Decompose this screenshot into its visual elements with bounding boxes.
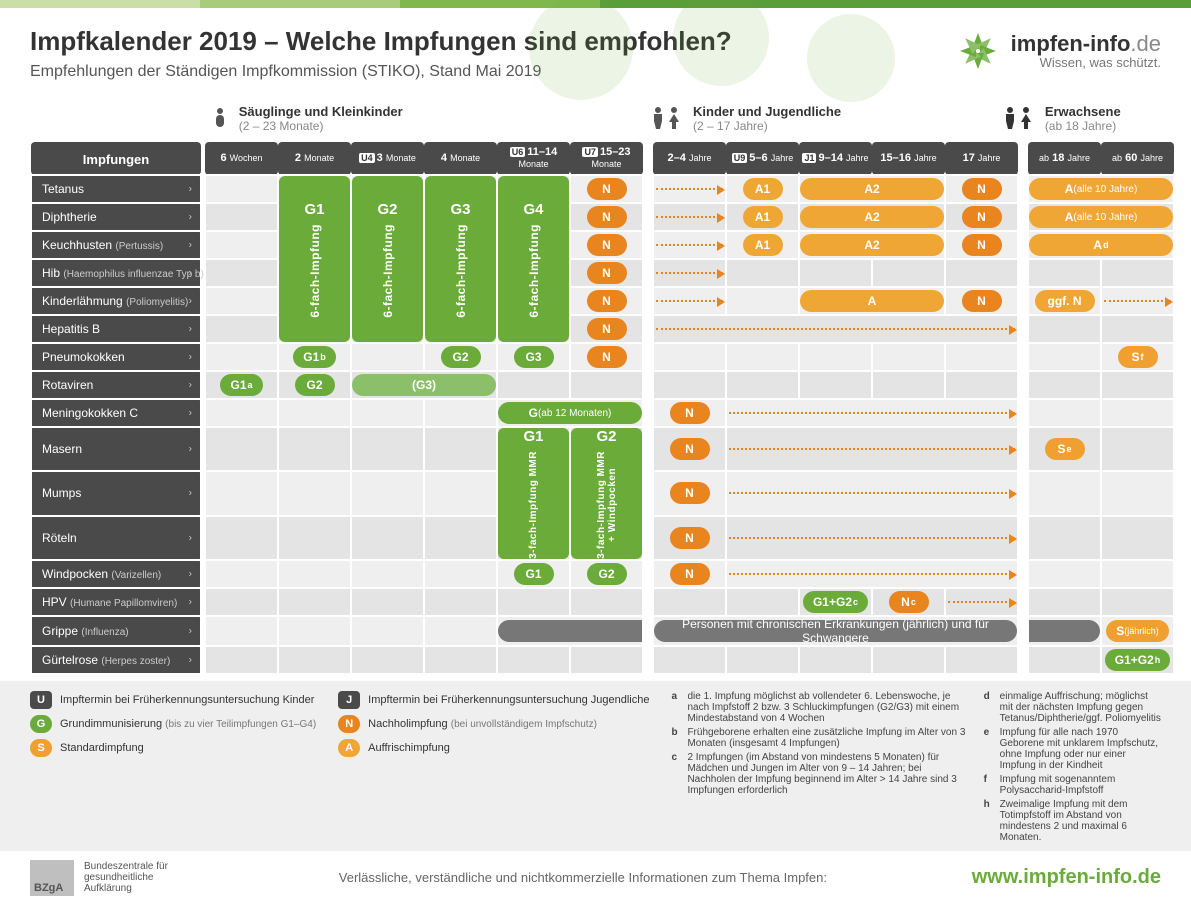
cell-sixfold-g3: G36-fach-Impfung xyxy=(424,175,497,343)
col-5-6j: U95–6 Jahre xyxy=(726,142,799,175)
col-impfungen-head: Impfungen xyxy=(31,142,201,175)
legend-tag-u: U xyxy=(30,691,52,709)
cell: A (alle 10 Jahre) xyxy=(1028,175,1174,203)
row-guertelrose[interactable]: Gürtelrose (Herpes zoster)› xyxy=(31,646,201,674)
cell-sixfold-g2: G26-fach-Impfung xyxy=(351,175,424,343)
footnotes: adie 1. Impfung möglichst ab vollendeter… xyxy=(671,691,1161,843)
age-group-1-sub: (2 – 23 Monate) xyxy=(239,119,403,133)
legend-tag-a: A xyxy=(338,739,360,757)
child-icon xyxy=(651,107,681,129)
cell-mmr-g1: G13-fach-Impfung MMR xyxy=(497,427,570,560)
row-meningo[interactable]: Meningokokken C› xyxy=(31,399,201,427)
row-hpv[interactable]: HPV (Humane Papillomviren)› xyxy=(31,588,201,616)
cell: N xyxy=(570,175,643,203)
baby-icon xyxy=(213,107,227,129)
row-hib[interactable]: Hib (Haemophilus influenzae Typ b)› xyxy=(31,259,201,287)
row-roeteln[interactable]: Röteln› xyxy=(31,516,201,560)
row-rota[interactable]: Rotaviren› xyxy=(31,371,201,399)
col-ab18: ab ab 1818 Jahre xyxy=(1028,142,1101,175)
row-hepb[interactable]: Hepatitis B› xyxy=(31,315,201,343)
chevron-right-icon: › xyxy=(189,184,192,195)
header: Impfkalender 2019 – Welche Impfungen sin… xyxy=(0,8,1191,100)
row-polio[interactable]: Kinderlähmung (Poliomyelitis)› xyxy=(31,287,201,315)
cell xyxy=(205,175,278,203)
legend: UImpftermin bei Früherkennungsuntersuchu… xyxy=(0,681,1191,851)
schedule-grid: Impfungen 6 Wochen 2 Monate U43 Monate 4… xyxy=(0,142,1191,675)
grippe-bar-right xyxy=(1029,620,1100,642)
age-group-1-title: Säuglinge und Kleinkinder xyxy=(239,104,403,119)
legend-tag-g: G xyxy=(30,715,52,733)
footer-url[interactable]: www.impfen-info.de xyxy=(972,866,1161,889)
age-group-2-sub: (2 – 17 Jahre) xyxy=(693,119,841,133)
col-15-23m: U715–23Monate xyxy=(570,142,643,175)
col-9-14j: J19–14 Jahre xyxy=(799,142,872,175)
cell: A1 xyxy=(726,175,799,203)
row-pneumo[interactable]: Pneumokokken› xyxy=(31,343,201,371)
age-group-header: Säuglinge und Kleinkinder (2 – 23 Monate… xyxy=(0,100,1191,142)
top-stripe xyxy=(0,0,1191,8)
grippe-bar-left xyxy=(498,620,642,642)
col-ab60: ab 60 Jahre xyxy=(1101,142,1174,175)
row-diphtherie[interactable]: Diphtherie› xyxy=(31,203,201,231)
umbrella-icon xyxy=(957,30,999,72)
cell-sixfold-g1: G16-fach-Impfung xyxy=(278,175,351,343)
footer-text: Verlässliche, verständliche und nichtkom… xyxy=(339,870,827,885)
brand-logo: impfen-info.de Wissen, was schützt. xyxy=(957,30,1161,72)
legend-tag-s: S xyxy=(30,739,52,757)
brand-name: impfen-info xyxy=(1011,31,1131,56)
legend-tag-n: N xyxy=(338,715,360,733)
cell: N xyxy=(945,175,1018,203)
row-windpocken[interactable]: Windpocken (Varizellen)› xyxy=(31,560,201,588)
cell-sixfold-g4: G46-fach-Impfung xyxy=(497,175,570,343)
row-tetanus[interactable]: Tetanus› xyxy=(31,175,201,203)
col-11-14m: U611–14Monate xyxy=(497,142,570,175)
cell xyxy=(653,175,726,203)
footer: Bundeszentrale für gesundheitliche Aufkl… xyxy=(0,851,1191,907)
grippe-bar: Personen mit chronischen Erkrankungen (j… xyxy=(654,620,1017,642)
row-grippe[interactable]: Grippe (Influenza)› xyxy=(31,616,201,646)
age-group-3-sub: (ab 18 Jahre) xyxy=(1045,119,1121,133)
row-mumps[interactable]: Mumps› xyxy=(31,471,201,515)
legend-tag-j: J xyxy=(338,691,360,709)
col-2-4j: 2–4 Jahre xyxy=(653,142,726,175)
brand-tld: .de xyxy=(1130,31,1161,56)
col-3m: U43 Monate xyxy=(351,142,424,175)
row-keuchhusten[interactable]: Keuchhusten (Pertussis)› xyxy=(31,231,201,259)
cell-mmr-g2: G23-fach-Impfung MMR+ Windpocken xyxy=(570,427,643,560)
row-masern[interactable]: Masern› xyxy=(31,427,201,471)
col-2m: 2 Monate xyxy=(278,142,351,175)
bzga-logo: Bundeszentrale für gesundheitliche Aufkl… xyxy=(30,860,194,896)
age-group-2-title: Kinder und Jugendliche xyxy=(693,104,841,119)
col-17j: 17 Jahre xyxy=(945,142,1018,175)
age-group-3-title: Erwachsene xyxy=(1045,104,1121,119)
col-6w: 6 Wochen xyxy=(205,142,278,175)
brand-tagline: Wissen, was schützt. xyxy=(1011,56,1161,70)
col-15-16j: 15–16 Jahre xyxy=(872,142,945,175)
col-4m: 4 Monate xyxy=(424,142,497,175)
adult-icon xyxy=(1003,107,1033,129)
cell: A2 xyxy=(799,175,945,203)
